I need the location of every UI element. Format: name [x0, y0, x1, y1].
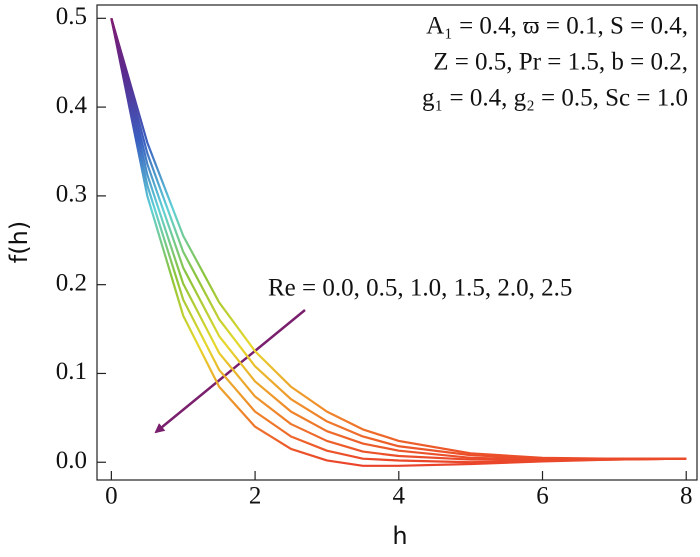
annotation: A₁ = 0.4, ϖ = 0.1, S = 0.4,	[426, 13, 688, 40]
x-tick-label: 2	[249, 483, 262, 510]
y-tick-label: 0.4	[56, 92, 88, 119]
annotation: Z = 0.5, Pr = 1.5, b = 0.2,	[433, 49, 688, 76]
y-axis-label: f(h)	[5, 221, 33, 263]
x-tick-label: 6	[536, 483, 549, 510]
annotation: Re = 0.0, 0.5, 1.0, 1.5, 2.0, 2.5	[268, 275, 572, 302]
y-tick-label: 0.3	[56, 181, 87, 208]
y-tick-label: 0.0	[56, 447, 87, 474]
plot-frame	[96, 4, 698, 481]
arrow	[154, 309, 306, 434]
line	[110, 18, 687, 467]
y-tick-label: 0.5	[56, 3, 87, 30]
x-axis-label: h	[392, 522, 407, 550]
x-tick-label: 0	[105, 483, 118, 510]
x-tick-label: 4	[393, 483, 406, 510]
annotation: g₁ = 0.4, g₂ = 0.5, Sc = 1.0	[422, 85, 688, 112]
y-tick-label: 0.1	[56, 358, 87, 385]
y-tick-label: 0.2	[56, 269, 87, 296]
x-tick-label: 8	[680, 483, 693, 510]
